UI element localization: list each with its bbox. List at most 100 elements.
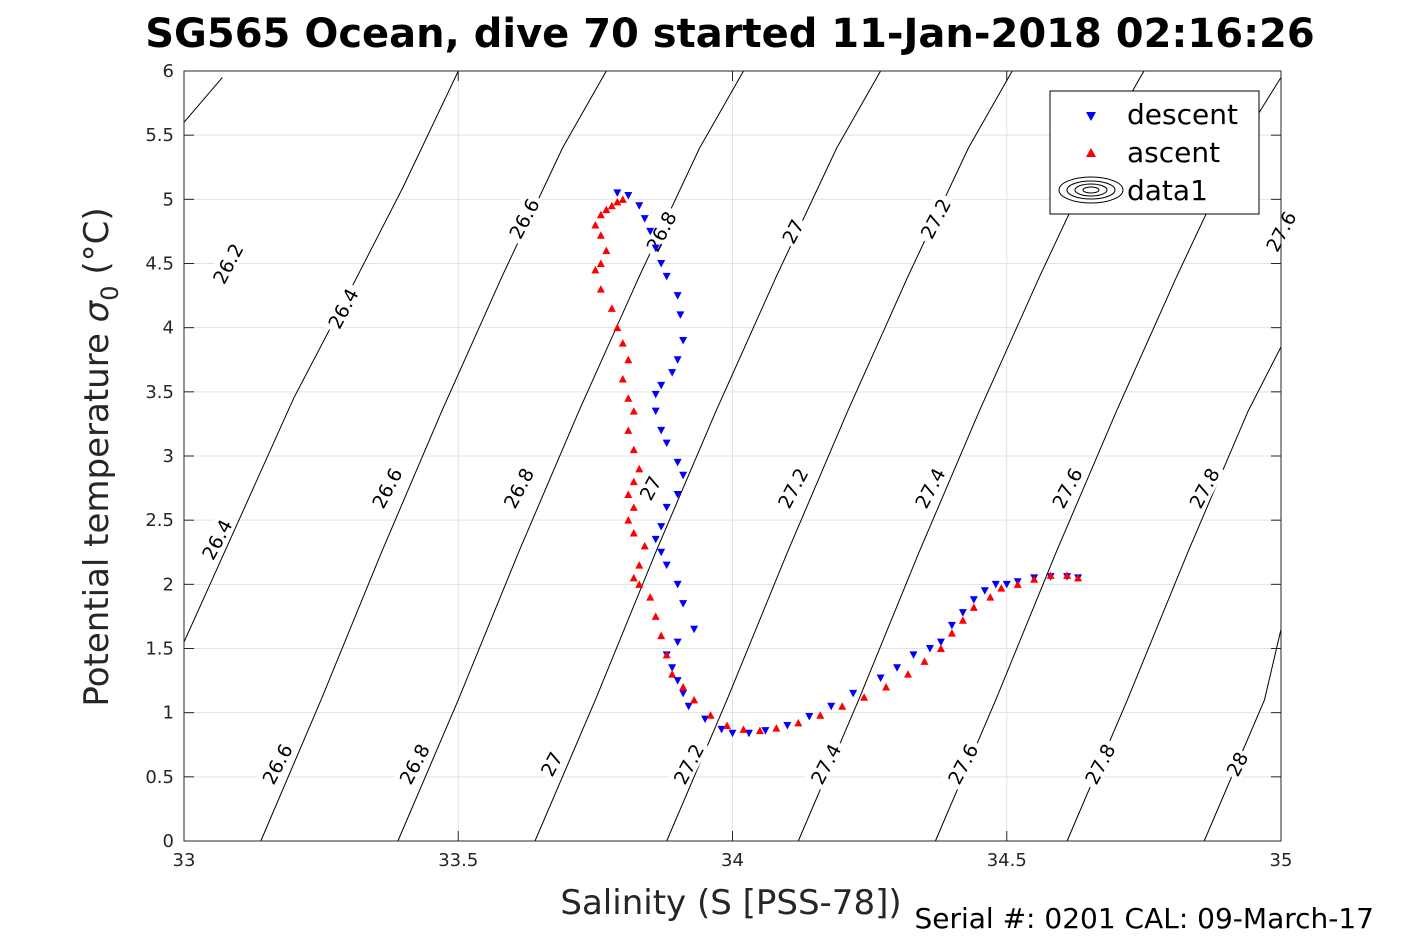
descent-point <box>662 561 671 570</box>
legend-item-data1: data1 <box>1058 174 1208 207</box>
ascent-point <box>618 195 627 203</box>
contour-label-bg <box>254 736 298 791</box>
ascent-point <box>882 683 891 691</box>
ascent-point <box>755 726 764 735</box>
descent-point <box>805 713 814 721</box>
ascent-point <box>657 631 666 640</box>
descent-point <box>679 471 688 480</box>
contour-label-bg <box>638 203 682 259</box>
ascent-point <box>629 477 638 486</box>
ascent-point <box>816 711 825 719</box>
legend: descent ascent data1 <box>1049 90 1260 215</box>
contour-label-bg <box>1219 746 1253 782</box>
x-tick-label: 35 <box>1270 850 1293 871</box>
contour-label-bg <box>913 190 957 246</box>
ascent-point <box>997 584 1006 592</box>
x-tick-label: 34 <box>721 850 744 871</box>
ascent-point <box>596 285 605 293</box>
y-tick-label: 1.5 <box>145 639 174 660</box>
descent-point <box>893 664 902 672</box>
descent-point <box>783 722 792 730</box>
descent-series <box>613 189 1083 738</box>
ascent-point <box>624 490 633 498</box>
y-axis-label-subscript: 0 <box>96 285 124 300</box>
y-axis-ticks: 0 0.5 1 1.5 2 2.5 3 3.5 4 4.5 5 5.5 6 <box>145 61 1281 852</box>
contour-label-bg <box>1258 203 1302 259</box>
descent-point <box>679 600 688 608</box>
ascent-point <box>838 702 847 710</box>
descent-point <box>701 715 710 724</box>
y-axis-label-unit: (°C) <box>77 207 117 285</box>
descent-point <box>673 677 682 685</box>
descent-point <box>640 215 649 223</box>
descent-point <box>651 244 660 253</box>
ascent-point <box>618 339 627 347</box>
legend-descent-marker <box>1086 112 1096 121</box>
descent-point <box>668 664 677 672</box>
descent-point <box>673 580 682 589</box>
y-axis-label-main: Potential temperature <box>77 322 117 706</box>
contour-line-26-6 <box>260 70 607 842</box>
ascent-point <box>969 603 978 611</box>
ascent-point <box>596 231 605 239</box>
ascent-series <box>591 195 1083 735</box>
chart-title: SG565 Ocean, dive 70 started 11-Jan-2018… <box>145 11 1314 57</box>
grid-lines <box>183 70 1282 842</box>
contour-line-26-4 <box>183 70 459 643</box>
ascent-point <box>772 724 781 732</box>
descent-point <box>662 439 671 448</box>
x-tick-label: 33.5 <box>438 850 478 871</box>
contour-line-26-2 <box>183 77 223 123</box>
ascent-point <box>602 205 611 214</box>
y-tick-label: 5 <box>163 189 174 210</box>
descent-point <box>679 689 688 698</box>
legend-descent-label: descent <box>1127 98 1238 131</box>
descent-point <box>624 191 633 200</box>
ascent-point <box>860 693 869 701</box>
descent-point <box>651 390 660 399</box>
ascent-point <box>1074 573 1083 582</box>
ascent-point <box>706 711 715 719</box>
ascent-point <box>624 516 633 524</box>
contour-label-bg <box>770 460 814 515</box>
contour-label-bg <box>496 460 540 515</box>
y-tick-label: 4 <box>163 318 174 339</box>
y-tick-label: 3 <box>163 446 174 467</box>
ascent-point <box>920 657 929 665</box>
descent-point <box>1002 580 1011 589</box>
y-tick-label: 2 <box>163 574 174 595</box>
legend-item-ascent: ascent <box>1086 136 1220 169</box>
ascent-point <box>618 375 627 383</box>
ascent-point <box>596 259 605 267</box>
contour-line-27 <box>534 70 882 842</box>
ascent-point <box>607 304 616 312</box>
ascent-point <box>958 616 967 624</box>
x-tick-label: 33 <box>173 850 196 871</box>
contour-label-bg <box>1044 460 1088 515</box>
y-tick-label: 0.5 <box>145 767 174 788</box>
contour-line-26-8 <box>397 70 744 842</box>
descent-point <box>673 638 682 647</box>
ascent-point <box>739 725 748 733</box>
descent-point <box>980 587 989 595</box>
descent-point <box>662 503 671 512</box>
descent-point <box>958 609 967 617</box>
legend-data1-contour-icon <box>1058 176 1124 204</box>
ascent-point <box>1030 575 1039 583</box>
y-tick-label: 6 <box>163 61 174 82</box>
descent-point <box>657 523 666 531</box>
ascent-point <box>624 355 633 364</box>
descent-point <box>657 548 666 557</box>
descent-point <box>662 272 671 281</box>
legend-ascent-label: ascent <box>1127 136 1220 169</box>
contour-line-28 <box>1203 629 1282 842</box>
ascent-point <box>1013 580 1022 588</box>
descent-point <box>876 674 885 683</box>
ascent-point <box>668 670 677 678</box>
y-tick-label: 4.5 <box>145 254 174 275</box>
y-tick-label: 3.5 <box>145 382 174 403</box>
ascent-point <box>596 210 605 219</box>
contour-label-bg <box>320 280 364 336</box>
descent-point <box>936 638 945 647</box>
